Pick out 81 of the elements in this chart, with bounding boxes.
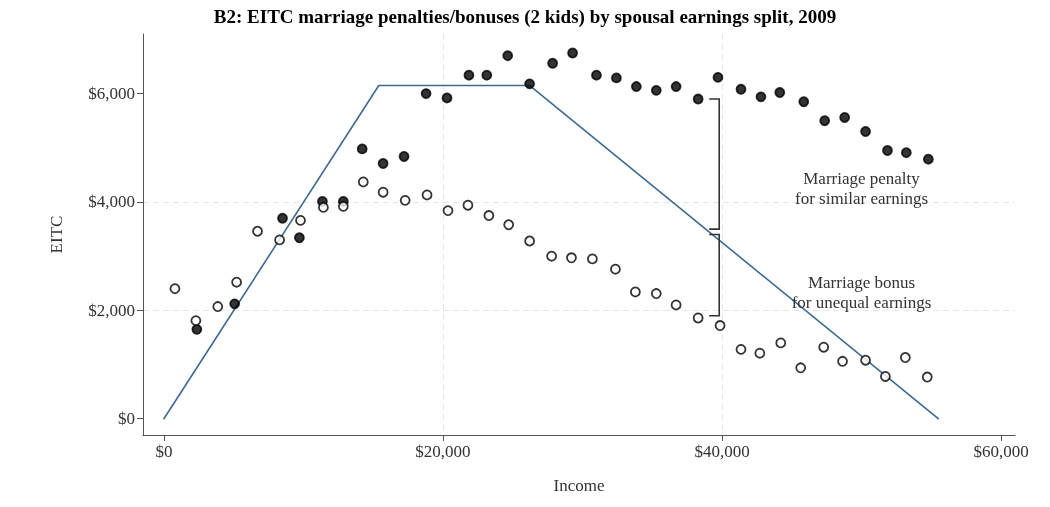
point [566, 252, 577, 264]
point [591, 69, 602, 81]
point [377, 158, 389, 169]
point [524, 235, 536, 247]
point [692, 93, 704, 105]
point [712, 71, 724, 83]
y-tick-label: $4,000 [88, 192, 135, 212]
point [611, 72, 622, 84]
point [714, 320, 726, 331]
point [318, 202, 329, 213]
point [277, 212, 288, 224]
x-tick-label: $60,000 [973, 442, 1029, 461]
point [860, 354, 871, 366]
point [630, 81, 642, 92]
point [798, 96, 810, 108]
point [754, 347, 766, 359]
point [795, 362, 807, 374]
point [774, 87, 786, 98]
point [481, 69, 493, 81]
point [483, 210, 495, 221]
point [337, 200, 349, 212]
x-tick-label: $40,000 [694, 442, 750, 461]
point [818, 341, 830, 353]
point [421, 189, 433, 201]
point [670, 81, 682, 92]
y-tick-label: $2,000 [88, 300, 135, 320]
point [692, 312, 704, 324]
point [922, 153, 934, 165]
point [399, 194, 411, 206]
chart-title: B2: EITC marriage penalties/bonuses (2 kids) by spousal earnings split, 2009 [213, 6, 837, 28]
annotation: Marriage penalty for similar earnings [794, 168, 929, 208]
point [463, 69, 475, 81]
point [921, 371, 933, 383]
point [191, 323, 203, 335]
point [398, 151, 410, 162]
point [462, 199, 474, 211]
point [274, 234, 285, 246]
x-tick-label: $20,000 [415, 442, 471, 461]
point [839, 112, 851, 123]
point [294, 232, 305, 244]
point [169, 283, 181, 295]
point [587, 253, 598, 265]
point [882, 145, 893, 156]
point [650, 288, 662, 299]
point [295, 215, 306, 226]
point [442, 205, 454, 217]
point [899, 352, 911, 363]
point [567, 47, 578, 59]
point [670, 299, 682, 311]
point [546, 250, 558, 262]
point [420, 88, 432, 100]
point [357, 176, 369, 188]
point [837, 355, 848, 367]
x-axis-title: Income [553, 476, 605, 495]
point [629, 286, 641, 298]
y-axis-title: EITC [47, 215, 66, 254]
point [231, 276, 243, 288]
point [650, 84, 662, 96]
point [252, 225, 263, 237]
point [502, 50, 514, 62]
y-tick-label: $6,000 [88, 84, 135, 104]
point [735, 343, 747, 355]
point [735, 83, 747, 95]
y-tick-label: $0 [118, 409, 135, 429]
point [377, 186, 389, 198]
point [212, 301, 224, 312]
point [860, 126, 871, 137]
x-tick-label: $0 [155, 442, 173, 461]
point [356, 143, 368, 155]
point [900, 147, 912, 159]
point [880, 371, 891, 382]
point [775, 337, 787, 349]
point [229, 298, 241, 310]
point [547, 57, 559, 69]
point [190, 315, 202, 327]
point [610, 263, 621, 275]
point [441, 92, 453, 104]
point [819, 115, 831, 127]
point [503, 219, 515, 231]
point [524, 78, 536, 90]
point [755, 91, 767, 103]
